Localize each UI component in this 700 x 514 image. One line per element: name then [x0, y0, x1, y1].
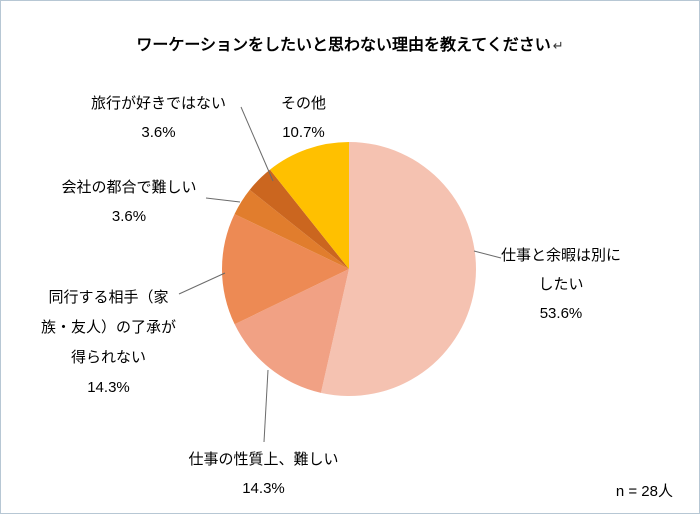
- label-companion-text-2: 族・友人）の了承が: [40, 319, 176, 336]
- label-companion-percent: 14.3%: [87, 379, 130, 396]
- label-job-nature-percent: 14.3%: [242, 480, 285, 497]
- leader-line-company: [205, 197, 241, 203]
- label-job-nature: 仕事の性質上、難しい 14.3%: [171, 445, 356, 503]
- label-other-percent: 10.7%: [282, 124, 325, 141]
- pie-slice-2: [234, 269, 349, 393]
- label-companion-text-1: 同行する相手（家: [48, 289, 169, 306]
- label-companion-text-3: 得られない: [70, 349, 146, 366]
- label-company-percent: 3.6%: [111, 208, 147, 225]
- label-travel-text: 旅行が好きではない: [90, 95, 226, 112]
- leader-line-companion: [178, 272, 226, 295]
- label-travel-percent: 3.6%: [141, 124, 176, 141]
- pie-slice-6: [269, 142, 349, 269]
- chart-title-text: ワーケーションをしたいと思わない理由を教えてください: [136, 37, 551, 54]
- pie-slices: [221, 142, 476, 396]
- label-other-text: その他: [280, 95, 326, 112]
- label-companion: 同行する相手（家 族・友人）の了承が 得られない 14.3%: [16, 283, 201, 403]
- label-job-nature-text: 仕事の性質上、難しい: [188, 451, 339, 468]
- label-company-text: 会社の都合で難しい: [61, 179, 197, 196]
- pie-slice-3: [221, 214, 349, 325]
- return-mark: ↵: [552, 38, 564, 53]
- leader-line-work-leisure: [473, 250, 502, 259]
- label-other: その他 10.7%: [246, 89, 361, 147]
- label-work-leisure-text-2: したい: [538, 276, 584, 293]
- pie-slice-1: [320, 142, 476, 396]
- pie-slice-4: [234, 189, 349, 269]
- leader-line-job-nature: [263, 369, 269, 443]
- label-travel: 旅行が好きではない 3.6%: [71, 89, 246, 147]
- leader-lines: [178, 106, 502, 443]
- sample-size-label: n = 28人: [615, 483, 673, 500]
- label-work-leisure-text-1: 仕事と余暇は別に: [500, 247, 621, 264]
- label-work-leisure-percent: 53.6%: [539, 305, 583, 322]
- leader-line-travel: [240, 106, 274, 182]
- label-company: 会社の都合で難しい 3.6%: [39, 173, 219, 231]
- chart-title: ワーケーションをしたいと思わない理由を教えてください ↵: [1, 31, 699, 55]
- label-work-leisure: 仕事と余暇は別に したい 53.6%: [491, 241, 631, 328]
- pie-slice-5: [249, 169, 349, 269]
